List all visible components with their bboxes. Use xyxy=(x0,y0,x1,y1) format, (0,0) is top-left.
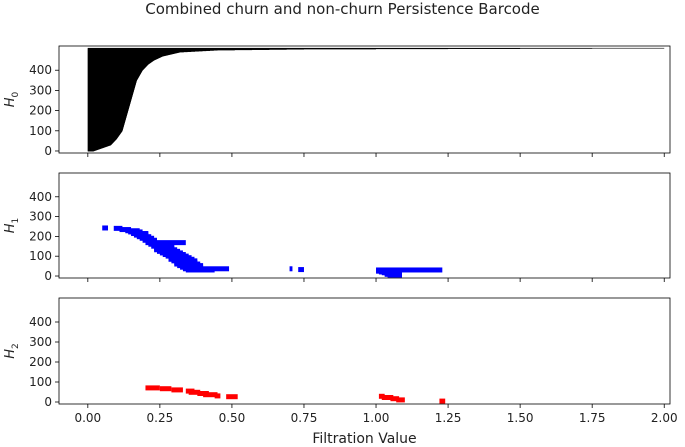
y-axis-label-h2: H2 xyxy=(3,343,21,359)
axes-frame-h2 xyxy=(58,297,671,405)
bars-h1 xyxy=(102,225,443,278)
x-axis-label: Filtration Value xyxy=(312,431,416,447)
y-tick-label: 100 xyxy=(29,375,52,389)
y-axis-label-h0: H0 xyxy=(3,91,21,107)
bar-h2 xyxy=(390,396,400,402)
x-tick-label: 0.00 xyxy=(74,411,101,425)
x-tick-label: 1.50 xyxy=(507,411,534,425)
x-tick-label: 0.25 xyxy=(147,411,174,425)
panel-h1: 0 100 200 300 400 H1 xyxy=(3,172,671,283)
bar-h1 xyxy=(289,266,293,272)
y-tick-label: 0 xyxy=(44,144,52,158)
chart-title: Combined churn and non-churn Persistence… xyxy=(145,0,540,18)
bar-h1 xyxy=(376,267,443,273)
bar-h2 xyxy=(381,395,394,400)
bar-h1 xyxy=(298,267,304,273)
y-tick-label: 0 xyxy=(44,269,52,283)
bar-h2 xyxy=(396,397,405,403)
bar-h2 xyxy=(171,387,183,393)
x-tick-label: 0.75 xyxy=(291,411,318,425)
panel-h2: 0 100 200 300 400 H2 xyxy=(3,297,671,409)
x-tick-label: 0.50 xyxy=(219,411,246,425)
bar-h2 xyxy=(188,389,201,395)
bar-h1 xyxy=(102,225,108,231)
bar-h1 xyxy=(113,225,123,231)
bar-h0 xyxy=(87,47,665,49)
axes-frame-h1 xyxy=(58,172,671,279)
bar-h2 xyxy=(214,393,221,399)
bar-h2 xyxy=(226,394,238,400)
bar-h2 xyxy=(145,385,160,391)
y-tick-label: 100 xyxy=(29,124,52,138)
x-tick-label: 1.75 xyxy=(579,411,606,425)
y-tick-label: 100 xyxy=(29,249,52,263)
x-tick-label: 1.00 xyxy=(363,411,390,425)
y-tick-label: 400 xyxy=(29,63,52,77)
axes-frame-h0 xyxy=(58,45,671,154)
bars-h2 xyxy=(145,385,446,404)
bar-h1 xyxy=(185,267,215,273)
y-tick-label: 200 xyxy=(29,229,52,243)
x-tick-label: 1.25 xyxy=(435,411,462,425)
y-tick-label: 300 xyxy=(29,83,52,97)
bar-h2 xyxy=(159,386,172,392)
y-tick-label: 200 xyxy=(29,104,52,118)
bar-h2 xyxy=(203,392,218,398)
y-axis-label-h1: H1 xyxy=(3,218,21,234)
bars-h0 xyxy=(87,47,665,152)
y-tick-label: 300 xyxy=(29,335,52,349)
y-tick-label: 200 xyxy=(29,355,52,369)
x-tick-label: 2.00 xyxy=(651,411,678,425)
panel-h0: 0 100 200 300 400 H0 xyxy=(3,45,671,158)
y-tick-label: 400 xyxy=(29,190,52,204)
y-tick-label: 300 xyxy=(29,210,52,224)
bar-h2 xyxy=(439,398,446,404)
bar-h1 xyxy=(387,272,402,278)
y-tick-label: 0 xyxy=(44,395,52,409)
y-tick-label: 400 xyxy=(29,315,52,329)
